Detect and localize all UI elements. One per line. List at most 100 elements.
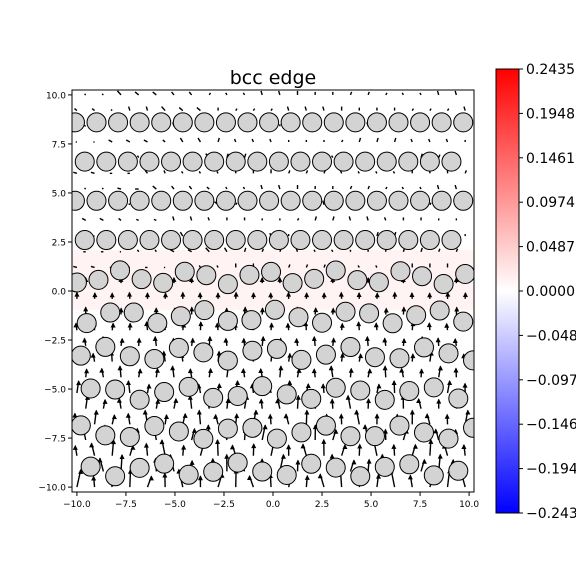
displacement-arrow — [242, 92, 246, 96]
arrow-head — [111, 439, 117, 445]
atom — [325, 377, 346, 398]
colorbar-tick-label: 0.1948 — [526, 106, 575, 122]
displacement-arrow — [108, 139, 113, 143]
arrow-head — [91, 475, 97, 481]
arrow-head — [154, 367, 160, 373]
arrow-head — [259, 277, 265, 283]
arrow-head — [180, 291, 186, 297]
displacement-arrow — [401, 186, 405, 190]
displacement-arrow — [118, 217, 122, 221]
atom — [347, 270, 368, 291]
arrow-head — [428, 438, 434, 444]
atom — [312, 230, 333, 251]
displacement-arrow — [74, 108, 78, 112]
arrow-head — [304, 409, 310, 415]
atom — [431, 112, 452, 133]
arrow-head — [462, 291, 468, 297]
arrow-head — [453, 276, 459, 282]
displacement-arrow — [179, 231, 184, 237]
atom — [74, 151, 95, 172]
arrow-head — [433, 428, 439, 434]
arrow-head — [358, 353, 364, 359]
atom — [423, 377, 444, 398]
arrow-head — [401, 306, 407, 312]
arrow-head — [187, 368, 193, 374]
atom — [259, 190, 280, 211]
displacement-arrow — [178, 107, 184, 112]
displacement-arrow — [385, 186, 388, 190]
displacement-arrow — [270, 108, 273, 111]
arrow-head — [278, 365, 284, 371]
atom — [290, 151, 311, 172]
y-tick-label: 5.0 — [52, 189, 67, 199]
displacement-arrow — [235, 202, 238, 206]
atom — [350, 466, 371, 487]
atom — [389, 348, 410, 369]
displacement-arrow — [110, 109, 113, 112]
displacement-arrow — [216, 265, 219, 268]
atom — [390, 261, 411, 282]
atom — [302, 190, 323, 211]
displacement-arrow — [420, 247, 423, 252]
arrow-head — [189, 277, 195, 283]
arrow-head — [348, 367, 354, 373]
atom — [203, 461, 224, 482]
displacement-arrow — [125, 139, 131, 143]
displacement-arrow — [145, 106, 149, 111]
atom — [217, 350, 238, 371]
colorbar-ticks: 0.2435 0.1948 0.1461 0.0974 0.0487 0.0000 −0.0… — [519, 62, 576, 522]
arrow-head — [383, 307, 389, 313]
atom — [117, 151, 138, 172]
displacement-arrow — [170, 249, 175, 253]
y-tick-label: 10.0 — [46, 91, 66, 101]
displacement-arrow — [367, 91, 370, 96]
displacement-arrow — [99, 217, 104, 222]
atom — [247, 151, 268, 172]
arrow-head — [253, 409, 259, 415]
colorbar-tick-label: 0.2435 — [526, 62, 575, 78]
arrow-head — [260, 335, 266, 341]
displacement-arrow — [225, 92, 228, 96]
displacement-arrow — [454, 184, 458, 190]
atom — [95, 336, 116, 357]
displacement-arrow — [207, 217, 210, 221]
atom — [204, 151, 225, 172]
arrow-head — [399, 367, 405, 373]
displacement-arrow — [332, 216, 335, 221]
x-tick-label: −5.0 — [164, 500, 186, 510]
atom — [153, 272, 174, 293]
displacement-arrow — [187, 249, 192, 253]
atom — [413, 337, 434, 358]
displacement-arrow — [349, 91, 353, 96]
arrow-head — [268, 292, 274, 298]
atom — [242, 340, 263, 361]
atom — [433, 274, 454, 295]
atom — [340, 337, 361, 358]
atom — [266, 428, 287, 449]
arrow-head — [240, 367, 246, 373]
arrow-head — [287, 352, 293, 358]
x-tick-label: −2.5 — [213, 500, 235, 510]
displacement-arrow — [90, 171, 95, 175]
atom — [448, 388, 469, 409]
atom — [419, 230, 440, 251]
displacement-arrow — [277, 184, 281, 190]
atom — [280, 190, 301, 211]
arrow-head — [208, 367, 214, 373]
atom — [119, 346, 140, 367]
arrow-head — [196, 409, 202, 415]
atoms — [72, 112, 474, 487]
displacement-arrow — [322, 106, 325, 111]
arrow-head — [401, 337, 407, 343]
arrow-head — [93, 409, 99, 415]
arrow-head — [351, 459, 357, 465]
displacement-arrow — [223, 247, 228, 253]
arrow-head — [333, 428, 339, 434]
displacement-arrow — [261, 248, 265, 253]
arrow-head — [409, 409, 415, 415]
arrow-head — [258, 398, 264, 404]
arrow-head — [275, 398, 281, 404]
atom — [227, 452, 248, 473]
displacement-arrow — [438, 248, 441, 253]
arrow-head — [427, 292, 433, 298]
